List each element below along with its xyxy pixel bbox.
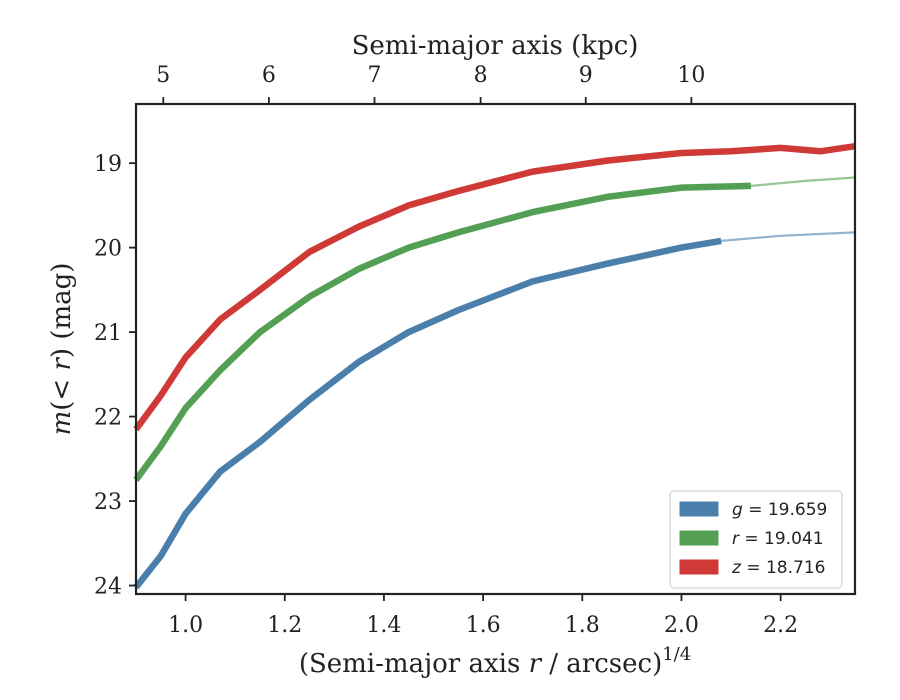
- series-layer: [133, 142, 857, 590]
- y-tick-label: 23: [94, 490, 122, 515]
- series-g-line: [133, 237, 722, 590]
- y-axis-ticks: 19 20 21 22 23 24: [94, 152, 136, 600]
- y-tick-label: 20: [94, 237, 122, 262]
- legend-label-r: r = 19.041: [732, 529, 824, 549]
- x-tick-label: 2.2: [763, 613, 798, 638]
- legend: g = 19.659 r = 19.041 z = 18.716: [669, 490, 843, 589]
- series-r-line: [133, 182, 751, 482]
- top-axis-title: Semi-major axis (kpc): [352, 31, 639, 61]
- series-r-model-line: [749, 176, 857, 187]
- x-tick-label: 1.0: [168, 613, 203, 638]
- x-axis-title: (Semi-major axis r / arcsec)1/4: [299, 644, 691, 679]
- series-g-model-line: [719, 231, 857, 242]
- x-tick-label: 1.6: [466, 613, 501, 638]
- top-tick-label: 9: [579, 63, 593, 88]
- y-tick-label: 21: [94, 321, 122, 346]
- y-axis-title: m(< r) (mag): [47, 263, 77, 436]
- x-tick-label: 1.2: [267, 613, 302, 638]
- legend-label-z: z = 18.716: [731, 558, 825, 578]
- top-tick-label: 8: [474, 63, 488, 88]
- plot-frame: [134, 102, 857, 596]
- legend-label-g: g = 19.659: [732, 500, 827, 520]
- top-axis-ticks: 5 6 7 8 9 10: [156, 63, 705, 104]
- y-tick-label: 19: [94, 152, 122, 177]
- x-tick-label: 2.0: [664, 613, 699, 638]
- legend-swatch-z: [679, 559, 719, 575]
- y-tick-label: 22: [94, 406, 122, 431]
- x-tick-label: 1.4: [366, 613, 401, 638]
- top-tick-label: 7: [368, 63, 382, 88]
- x-tick-label: 1.8: [565, 613, 600, 638]
- y-tick-label: 24: [94, 575, 122, 600]
- series-z-line: [133, 142, 856, 432]
- top-tick-label: 5: [156, 63, 170, 88]
- legend-swatch-g: [679, 501, 719, 517]
- x-axis-ticks: 1.0 1.2 1.4 1.6 1.8 2.0 2.2: [168, 594, 798, 638]
- top-tick-label: 6: [262, 63, 276, 88]
- legend-swatch-r: [679, 530, 719, 546]
- legend-items: g = 19.659 r = 19.041 z = 18.716: [679, 500, 827, 578]
- top-tick-label: 10: [677, 63, 705, 88]
